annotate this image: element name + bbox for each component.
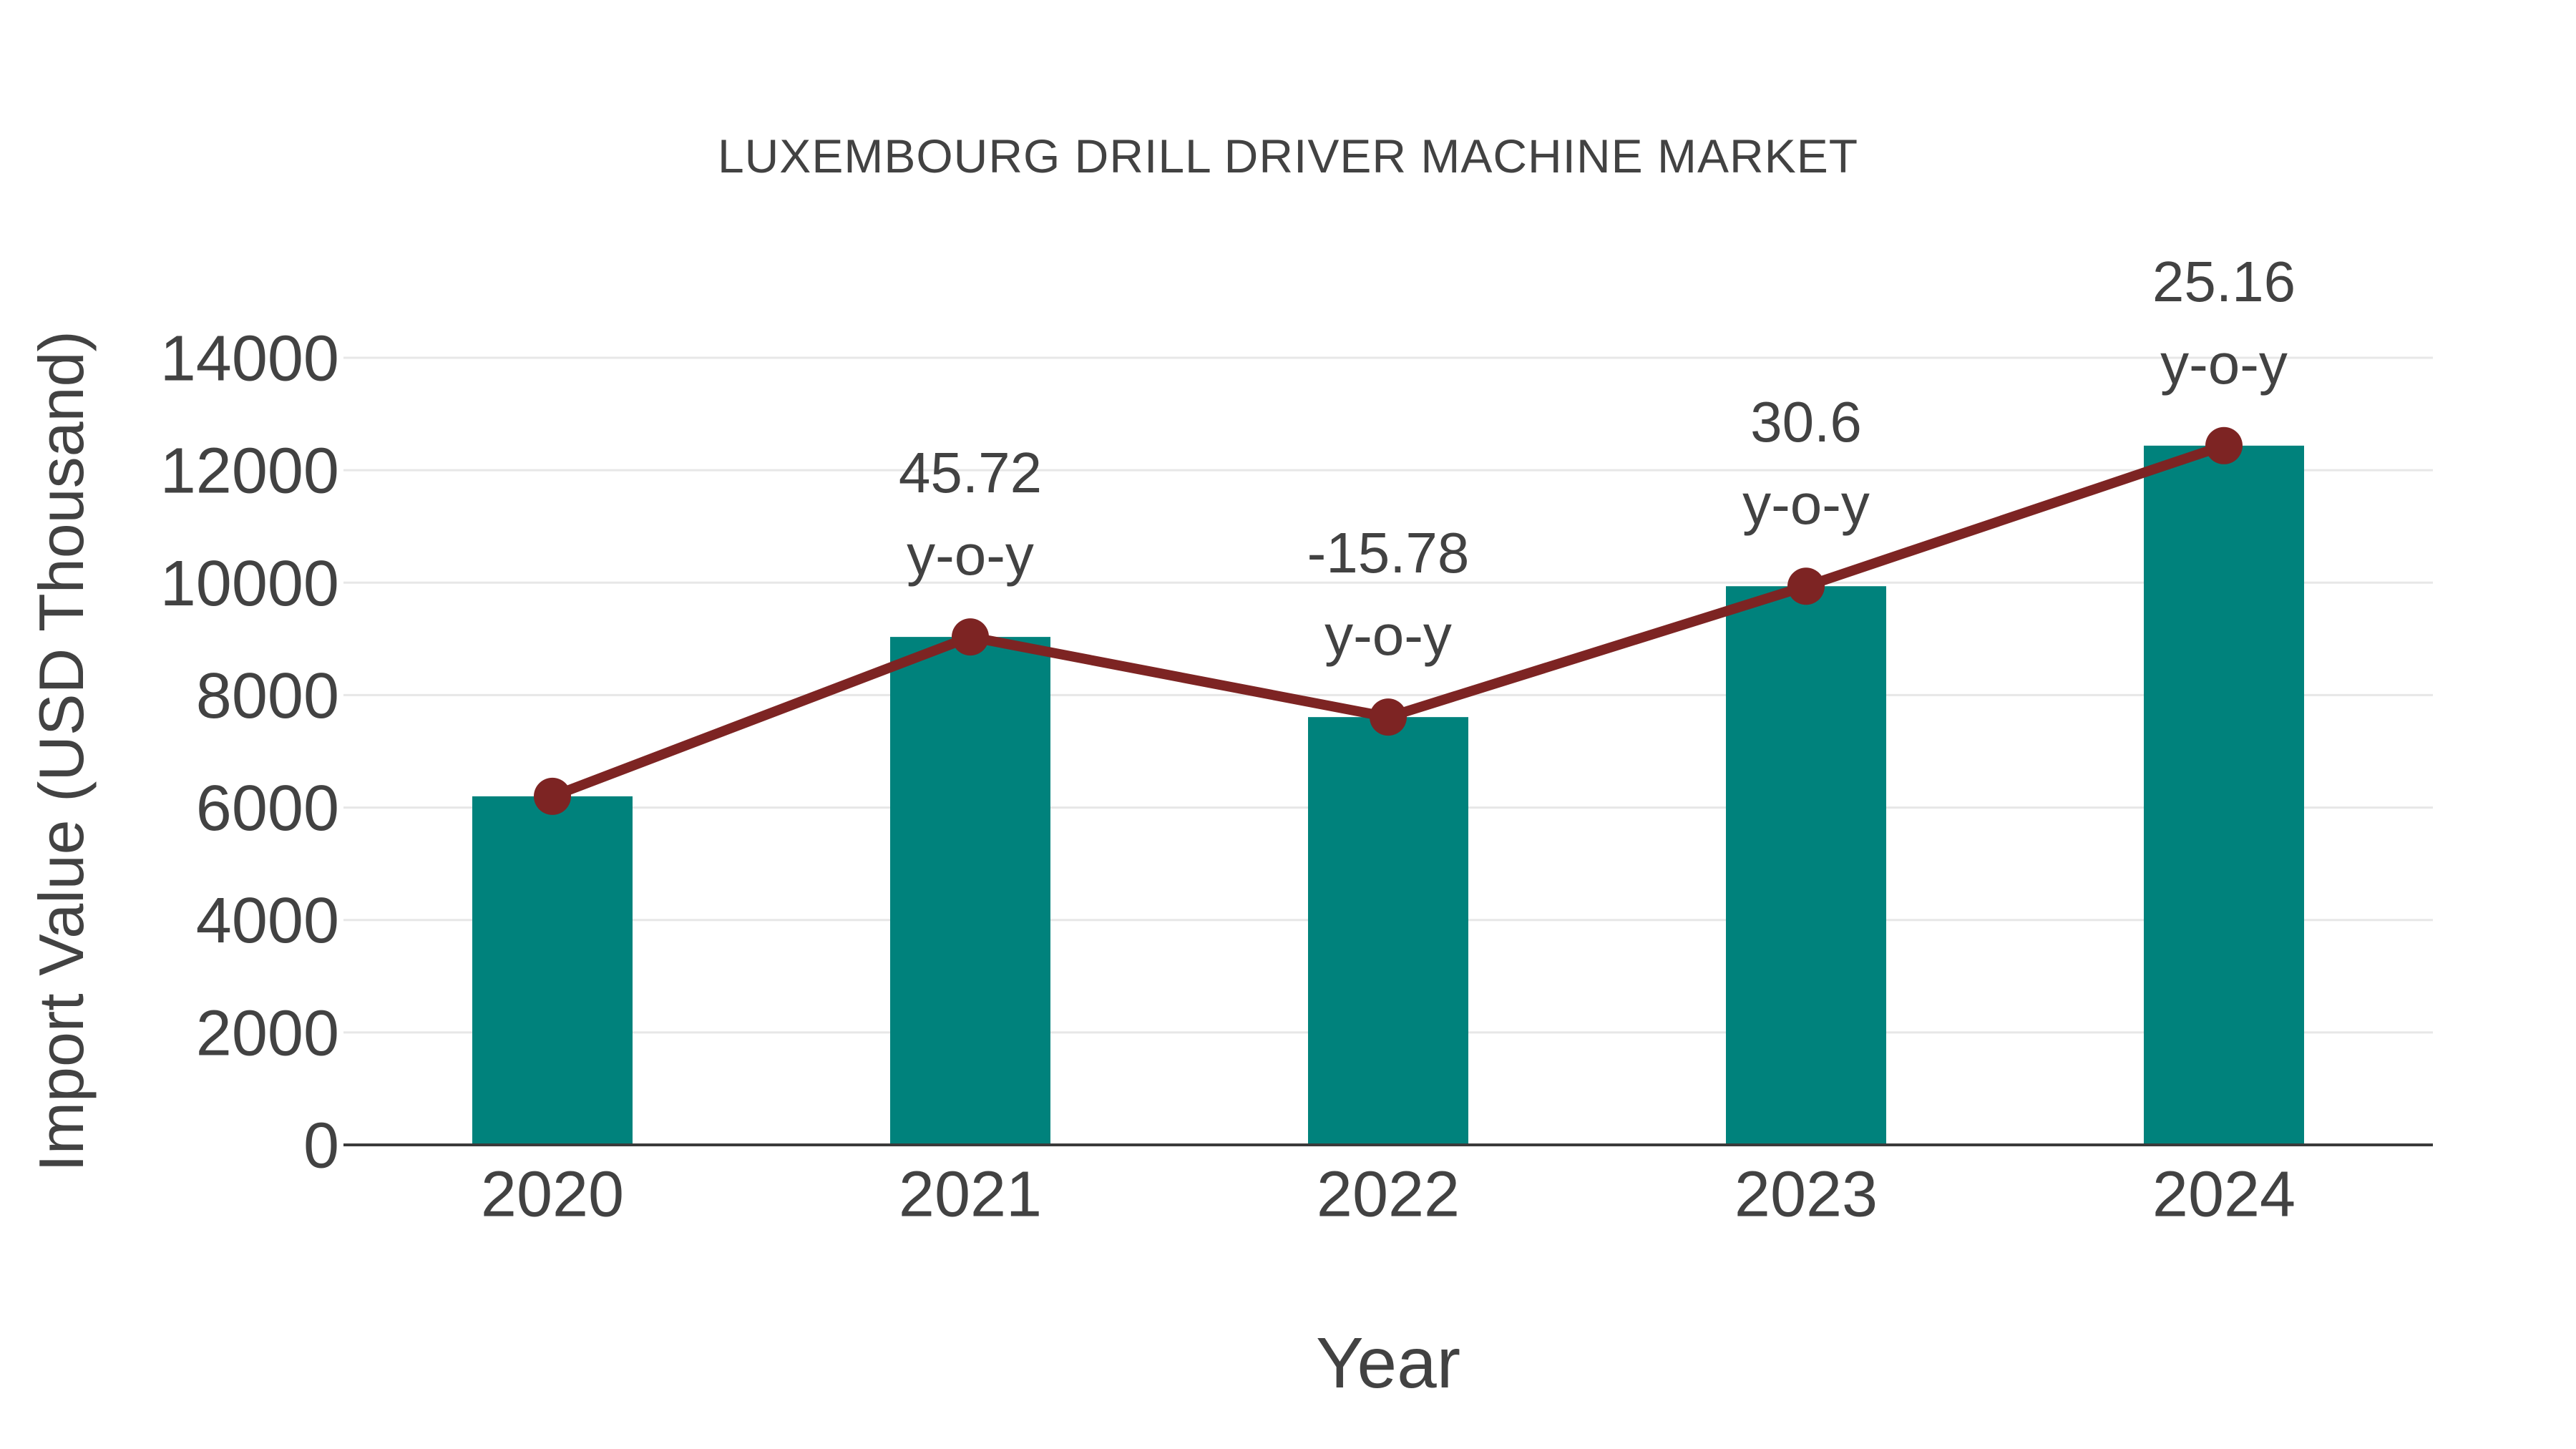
chart-title: LUXEMBOURG DRILL DRIVER MACHINE MARKET [717,130,1859,182]
x-axis-title: Year [1315,1323,1461,1403]
bar-2021 [890,637,1050,1145]
y-tick-label-0: 0 [303,1111,339,1182]
trend-marker-2020 [534,777,571,815]
annotation-value-2023: 30.6 [1750,390,1862,454]
annotation-value-2021: 45.72 [899,441,1042,504]
y-tick-label-2000: 2000 [196,997,339,1069]
annotation-yoy-2023: y-o-y [1742,472,1870,536]
y-tick-label-10000: 10000 [160,548,339,620]
y-tick-label-12000: 12000 [160,436,339,507]
y-tick-label-4000: 4000 [196,885,339,957]
annotation-value-2022: -15.78 [1307,521,1470,585]
annotation-value-2024: 25.16 [2152,250,2296,313]
annotation-yoy-2021: y-o-y [907,523,1034,587]
trend-marker-2022 [1370,698,1407,736]
x-tick-label-2022: 2022 [1317,1159,1460,1231]
annotation-yoy-2024: y-o-y [2160,332,2288,396]
x-tick-label-2024: 2024 [2152,1159,2296,1231]
trend-marker-2023 [1787,567,1825,605]
trend-marker-2024 [2205,426,2243,464]
x-tick-label-2020: 2020 [481,1159,624,1231]
y-tick-label-8000: 8000 [196,660,339,732]
bar-2023 [1726,586,1886,1145]
annotation-yoy-2022: y-o-y [1324,603,1452,667]
trend-marker-2021 [952,618,989,656]
bar-2022 [1308,717,1468,1145]
y-tick-label-14000: 14000 [160,323,339,395]
bar-2020 [472,796,633,1145]
x-tick-label-2021: 2021 [899,1159,1042,1231]
x-tick-label-2023: 2023 [1735,1159,1878,1231]
bar-2024 [2144,445,2304,1145]
y-tick-label-6000: 6000 [196,773,339,844]
